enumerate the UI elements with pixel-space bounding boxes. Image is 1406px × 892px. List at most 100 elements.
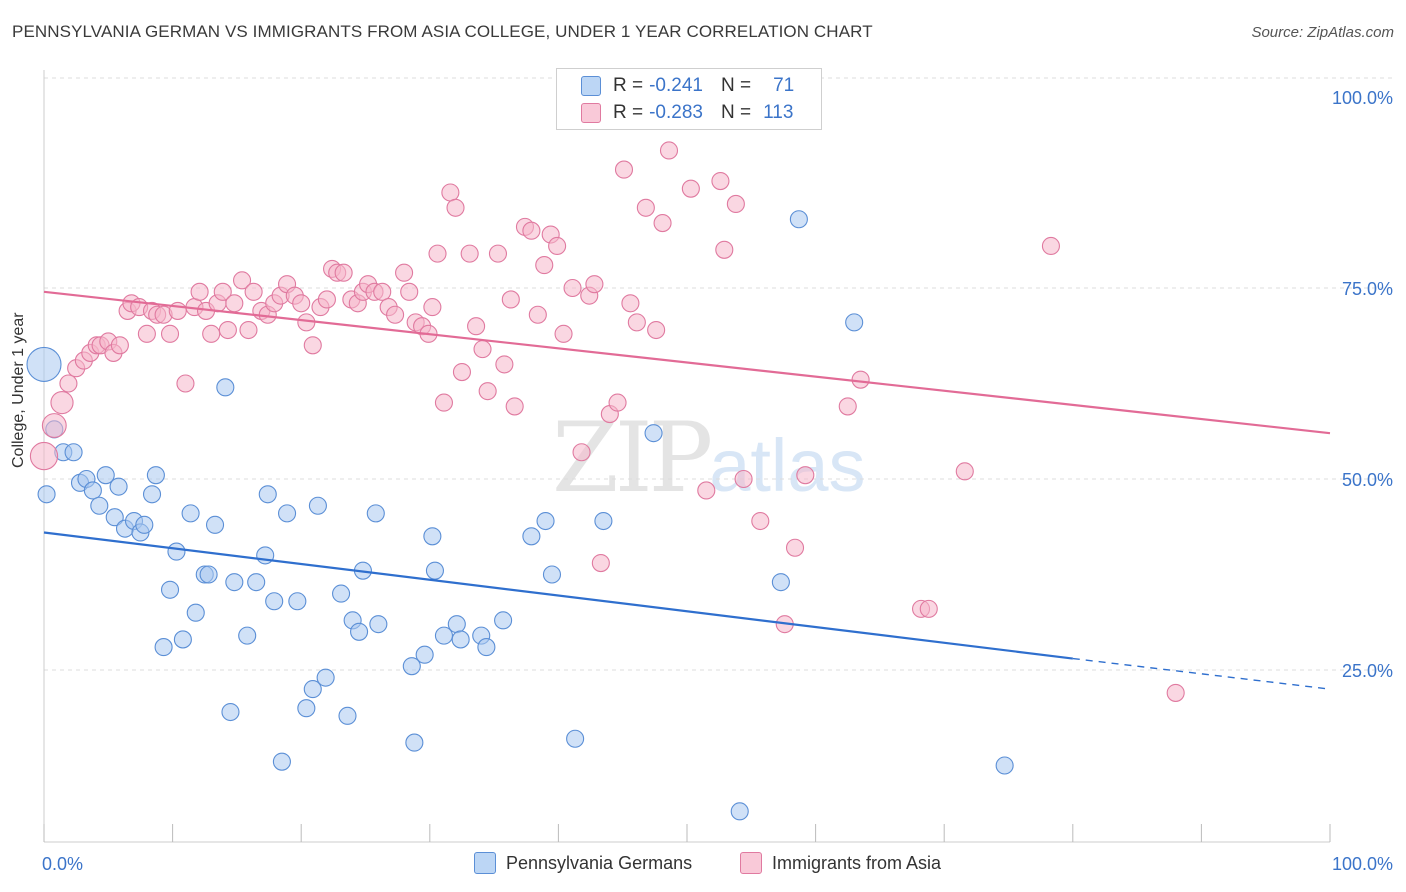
data-point xyxy=(851,370,870,389)
data-point xyxy=(614,160,634,179)
data-point xyxy=(473,340,492,359)
n-value: 113 xyxy=(763,102,794,123)
data-point xyxy=(585,275,604,294)
data-point xyxy=(681,179,700,198)
data-point xyxy=(734,469,753,489)
data-point xyxy=(845,313,864,332)
data-point xyxy=(467,317,486,336)
data-point xyxy=(647,320,666,340)
data-point xyxy=(369,615,388,634)
legend-label: Pennsylvania Germans xyxy=(506,852,693,873)
data-point xyxy=(216,378,235,397)
data-point xyxy=(308,496,327,515)
data-point xyxy=(488,244,508,263)
data-point xyxy=(213,282,232,301)
data-point xyxy=(425,561,444,580)
data-point xyxy=(536,511,555,531)
data-point xyxy=(395,263,414,282)
x-tick-label: 100.0% xyxy=(1332,854,1393,874)
data-point xyxy=(627,313,646,332)
data-point xyxy=(563,278,582,298)
data-point xyxy=(789,210,808,229)
data-point xyxy=(181,504,200,523)
data-point xyxy=(292,294,311,313)
data-point xyxy=(554,324,573,343)
data-point xyxy=(258,485,277,504)
data-point xyxy=(644,424,663,443)
data-point xyxy=(460,244,479,263)
data-point xyxy=(659,141,679,160)
stats-legend-row-pink: R = -0.283 N = 113 xyxy=(581,101,793,125)
stats-legend: R = -0.241 N = 71 R = -0.283 N = 113 xyxy=(556,68,822,130)
data-point xyxy=(423,298,442,317)
chart-title: PENNSYLVANIA GERMAN VS IMMIGRANTS FROM A… xyxy=(12,22,873,41)
data-point xyxy=(572,443,591,462)
data-point xyxy=(142,485,162,504)
data-point xyxy=(205,515,225,534)
data-point xyxy=(316,668,335,687)
data-point xyxy=(278,504,297,523)
data-point xyxy=(41,413,67,438)
data-point xyxy=(477,638,496,657)
data-point xyxy=(332,584,351,603)
pink-swatch xyxy=(581,103,601,123)
data-point xyxy=(135,515,154,534)
data-point xyxy=(494,611,513,630)
data-point xyxy=(785,538,805,557)
n-label: N = xyxy=(720,102,752,123)
data-point xyxy=(239,320,258,340)
data-point xyxy=(548,236,567,256)
n-value: 71 xyxy=(773,75,795,96)
data-point xyxy=(288,592,307,611)
data-point xyxy=(221,702,240,722)
data-point xyxy=(566,729,585,748)
y-tick-label: 100.0% xyxy=(1332,88,1393,108)
data-point xyxy=(405,733,424,752)
data-point xyxy=(160,324,180,343)
x-tick-label: 0.0% xyxy=(42,854,83,874)
data-point xyxy=(434,393,453,412)
data-point xyxy=(202,324,221,343)
blue-swatch xyxy=(474,852,496,874)
data-point xyxy=(105,508,124,527)
data-point xyxy=(160,580,180,599)
data-point xyxy=(415,645,434,664)
data-point xyxy=(50,391,74,415)
data-point xyxy=(751,511,770,531)
pink-swatch xyxy=(740,852,762,874)
data-point xyxy=(238,626,257,645)
n-label: N = xyxy=(720,75,752,96)
data-point xyxy=(176,374,195,393)
blue-swatch xyxy=(581,76,601,96)
data-point xyxy=(265,592,284,611)
data-point xyxy=(154,638,173,657)
data-point xyxy=(366,504,385,523)
trend-line xyxy=(43,290,1331,435)
data-point xyxy=(451,630,470,649)
data-point xyxy=(83,481,102,500)
data-point xyxy=(199,565,218,584)
stats-legend-row-blue: R = -0.241 N = 71 xyxy=(581,74,794,98)
data-point xyxy=(225,573,244,592)
y-tick-label: 50.0% xyxy=(1342,470,1393,490)
data-point xyxy=(402,657,421,676)
data-point xyxy=(505,397,524,416)
data-point xyxy=(838,397,857,416)
data-point xyxy=(542,565,562,584)
data-point xyxy=(995,756,1014,775)
legend-item-pennsylvania-germans[interactable]: Pennsylvania Germans xyxy=(474,852,692,874)
data-point xyxy=(167,542,186,561)
data-point xyxy=(715,240,734,259)
series-legend: Pennsylvania Germans Immigrants from Asi… xyxy=(0,852,1406,878)
source-credit: Source: ZipAtlas.com xyxy=(1251,24,1394,41)
legend-item-immigrants-from-asia[interactable]: Immigrants from Asia xyxy=(740,852,941,874)
data-point xyxy=(726,194,745,214)
data-point xyxy=(796,466,815,485)
data-point xyxy=(771,573,790,592)
data-point xyxy=(621,294,640,313)
data-point xyxy=(90,496,109,515)
data-point xyxy=(711,171,730,191)
data-point xyxy=(190,282,209,301)
data-point xyxy=(501,290,520,309)
